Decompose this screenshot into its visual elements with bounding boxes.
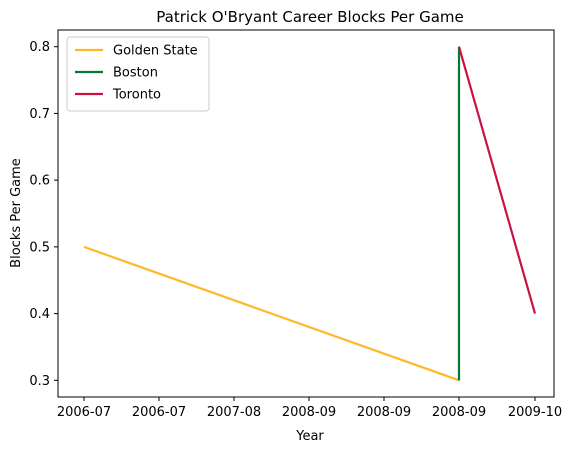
- legend-box: [66, 36, 210, 112]
- legend-label: Boston: [113, 66, 158, 81]
- series-line-golden-state: [83, 245, 460, 382]
- series-line-toronto: [457, 46, 537, 314]
- x-axis-label: Year: [295, 429, 324, 444]
- x-axis: 2006-07 2006-07 2007-08 2008-09 2008-09 2008-…: [57, 397, 562, 420]
- x-tick-label: 2006-07: [57, 405, 111, 420]
- y-tick-label: 0.7: [29, 107, 50, 122]
- legend-label: Golden State: [113, 44, 198, 59]
- y-axis-label: Blocks Per Game: [9, 158, 24, 268]
- x-tick-label: 2009-10: [508, 405, 562, 420]
- chart-title: Patrick O'Bryant Career Blocks Per Game: [156, 8, 463, 26]
- x-tick-label: 2008-09: [357, 405, 411, 420]
- legend: Golden State Boston Toronto: [66, 36, 210, 112]
- y-axis: 0.3 0.4 0.5 0.6 0.7 0.8: [29, 40, 58, 389]
- x-tick-label: 2008-09: [282, 405, 336, 420]
- x-tick-label: 2008-09: [432, 405, 486, 420]
- series-lines: [83, 46, 537, 382]
- y-tick-label: 0.8: [29, 40, 50, 55]
- y-tick-label: 0.3: [29, 374, 50, 389]
- y-tick-label: 0.5: [29, 240, 50, 255]
- x-tick-label: 2007-08: [207, 405, 261, 420]
- y-tick-label: 0.4: [29, 307, 50, 322]
- legend-label: Toronto: [112, 88, 161, 103]
- x-tick-label: 2006-07: [132, 405, 186, 420]
- y-tick-label: 0.6: [29, 174, 50, 189]
